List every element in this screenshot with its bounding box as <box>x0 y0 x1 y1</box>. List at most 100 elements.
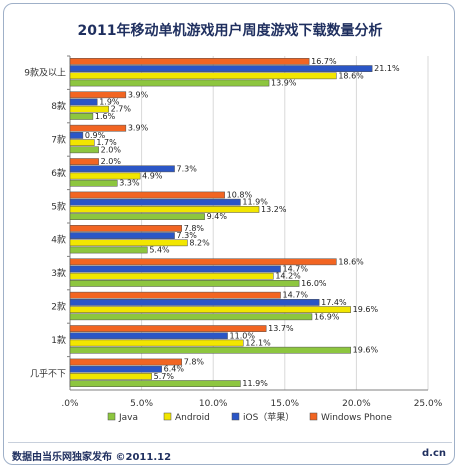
data-label: 7.3% <box>177 231 198 240</box>
footer-brand: d.cn <box>421 448 446 459</box>
bar-ios <box>69 165 175 173</box>
category-label: 1款 <box>51 334 66 346</box>
bar-java <box>69 380 241 387</box>
bar-java <box>69 313 313 321</box>
data-label: 16.9% <box>314 312 340 321</box>
data-label: 14.7% <box>283 265 309 274</box>
bar-windowsphone <box>69 91 127 99</box>
legend-swatch <box>107 412 116 421</box>
data-label: 14.7% <box>283 291 309 300</box>
footer-divider <box>8 442 452 443</box>
bar-windowsphone <box>69 258 337 266</box>
data-label: 13.7% <box>268 324 294 333</box>
bar-android <box>69 306 351 313</box>
footer-source: 数据由当乐网独家发布 ©2011.12 <box>12 452 172 463</box>
data-label: 12.1% <box>245 339 271 348</box>
bar-windowsphone <box>69 124 127 132</box>
bar-windowsphone <box>69 225 182 232</box>
x-tick-label: 20.0% <box>342 399 371 409</box>
bar-java <box>69 146 99 154</box>
data-label: 7.8% <box>184 224 205 233</box>
bar-java <box>69 113 94 120</box>
data-label: 7.3% <box>177 164 198 173</box>
category-label: 5款 <box>51 200 66 212</box>
bar-java <box>69 246 148 254</box>
legend-label: iOS（苹果） <box>243 411 294 423</box>
data-label: 13.9% <box>271 79 297 88</box>
bar-windowsphone <box>69 191 225 199</box>
bar-ios <box>69 265 281 273</box>
data-label: 1.9% <box>99 98 120 107</box>
legend-swatch <box>163 412 172 421</box>
data-label: 1.6% <box>95 112 116 121</box>
bar-java <box>69 280 300 287</box>
data-label: 11.0% <box>230 331 256 340</box>
data-label: 18.6% <box>338 71 364 80</box>
bar-windowsphone <box>69 325 267 332</box>
bar-ios <box>69 65 373 72</box>
bar-android <box>69 373 152 380</box>
legend-swatch <box>231 412 240 421</box>
bar-windowsphone <box>69 58 310 65</box>
bar-android <box>69 172 141 180</box>
data-label: 21.1% <box>374 64 400 73</box>
data-label: 16.7% <box>311 57 337 66</box>
data-label: 2.7% <box>111 105 132 114</box>
data-label: 3.9% <box>128 124 149 133</box>
x-tick-label: 5.0% <box>130 399 153 409</box>
category-label: 3款 <box>51 267 66 279</box>
data-label: 2.0% <box>101 145 122 154</box>
bar-ios <box>69 132 84 139</box>
bar-java <box>69 79 270 87</box>
bar-ios <box>69 98 98 106</box>
data-label: 5.4% <box>149 246 170 255</box>
x-tick-label: 25.0% <box>414 399 443 409</box>
data-label: 3.9% <box>128 90 149 99</box>
data-label: 2.0% <box>101 157 122 166</box>
x-tick-label: 15.0% <box>271 399 300 409</box>
data-label: 17.4% <box>321 298 347 307</box>
bar-ios <box>69 365 162 373</box>
category-label: 2款 <box>51 301 66 313</box>
legend-label: Android <box>175 413 210 423</box>
bar-android <box>69 239 188 247</box>
x-tick-label: .0% <box>61 399 79 409</box>
chart-title: 2011年移动单机游戏用户周度游戏下载数量分析 <box>77 23 383 39</box>
bar-ios <box>69 299 320 306</box>
x-tick-label: 10.0% <box>199 399 228 409</box>
bar-windowsphone <box>69 291 281 299</box>
bar-android <box>69 139 95 146</box>
bar-java <box>69 346 351 354</box>
data-label: 9.4% <box>207 212 228 221</box>
data-label: 13.2% <box>261 205 287 214</box>
data-label: 16.0% <box>301 279 327 288</box>
category-label: 7款 <box>51 134 66 146</box>
data-label: 0.9% <box>85 131 106 140</box>
category-label: 9款及以上 <box>24 67 66 79</box>
legend-label: Windows Phone <box>321 413 392 423</box>
data-label: 3.3% <box>119 179 140 188</box>
bar-android <box>69 339 244 347</box>
data-label: 11.9% <box>242 379 268 388</box>
bar-ios <box>69 232 175 239</box>
data-label: 19.6% <box>353 346 379 355</box>
bar-ios <box>69 198 241 206</box>
data-label: 1.7% <box>96 138 117 147</box>
bar-android <box>69 72 337 80</box>
data-label: 6.4% <box>164 365 185 374</box>
category-label: 6款 <box>51 167 66 179</box>
bar-windowsphone <box>69 358 182 366</box>
category-label: 8款 <box>51 100 66 112</box>
data-label: 18.6% <box>338 257 364 266</box>
category-label: 几乎不下 <box>30 368 66 379</box>
data-label: 11.9% <box>242 198 268 207</box>
bar-java <box>69 179 118 187</box>
data-label: 14.2% <box>275 272 301 281</box>
bar-ios <box>69 332 228 340</box>
bar-android <box>69 206 260 213</box>
data-label: 7.8% <box>184 358 205 367</box>
data-label: 10.8% <box>227 191 253 200</box>
legend-swatch <box>309 412 318 421</box>
bar-android <box>69 272 274 280</box>
